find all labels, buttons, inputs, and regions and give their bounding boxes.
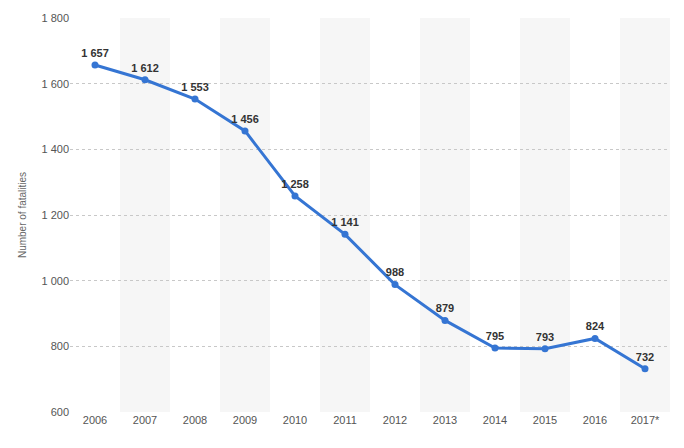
- svg-text:1 141: 1 141: [331, 216, 359, 228]
- svg-text:824: 824: [586, 320, 605, 332]
- svg-text:795: 795: [486, 330, 504, 342]
- svg-text:879: 879: [436, 302, 454, 314]
- svg-text:800: 800: [51, 340, 69, 352]
- svg-text:793: 793: [536, 331, 554, 343]
- svg-text:2012: 2012: [383, 414, 407, 426]
- svg-text:2014: 2014: [483, 414, 507, 426]
- svg-text:1 000: 1 000: [41, 275, 69, 287]
- svg-text:2016: 2016: [583, 414, 607, 426]
- svg-text:732: 732: [636, 351, 654, 363]
- svg-text:1 657: 1 657: [81, 47, 109, 59]
- svg-text:1 553: 1 553: [181, 81, 209, 93]
- svg-text:2015: 2015: [533, 414, 557, 426]
- svg-text:1 612: 1 612: [131, 62, 159, 74]
- svg-text:2007: 2007: [133, 414, 157, 426]
- svg-text:2009: 2009: [233, 414, 257, 426]
- svg-text:2017*: 2017*: [631, 414, 660, 426]
- svg-text:600: 600: [51, 406, 69, 418]
- svg-text:988: 988: [386, 266, 404, 278]
- svg-text:Number of fatalities: Number of fatalities: [17, 172, 28, 258]
- svg-text:1 258: 1 258: [281, 178, 309, 190]
- svg-text:1 800: 1 800: [41, 12, 69, 24]
- svg-text:1 200: 1 200: [41, 209, 69, 221]
- svg-text:2011: 2011: [333, 414, 357, 426]
- svg-text:2010: 2010: [283, 414, 307, 426]
- svg-text:1 456: 1 456: [231, 113, 259, 125]
- svg-text:1 400: 1 400: [41, 143, 69, 155]
- svg-text:1 600: 1 600: [41, 78, 69, 90]
- svg-text:2008: 2008: [183, 414, 207, 426]
- svg-text:2006: 2006: [83, 414, 107, 426]
- svg-text:2013: 2013: [433, 414, 457, 426]
